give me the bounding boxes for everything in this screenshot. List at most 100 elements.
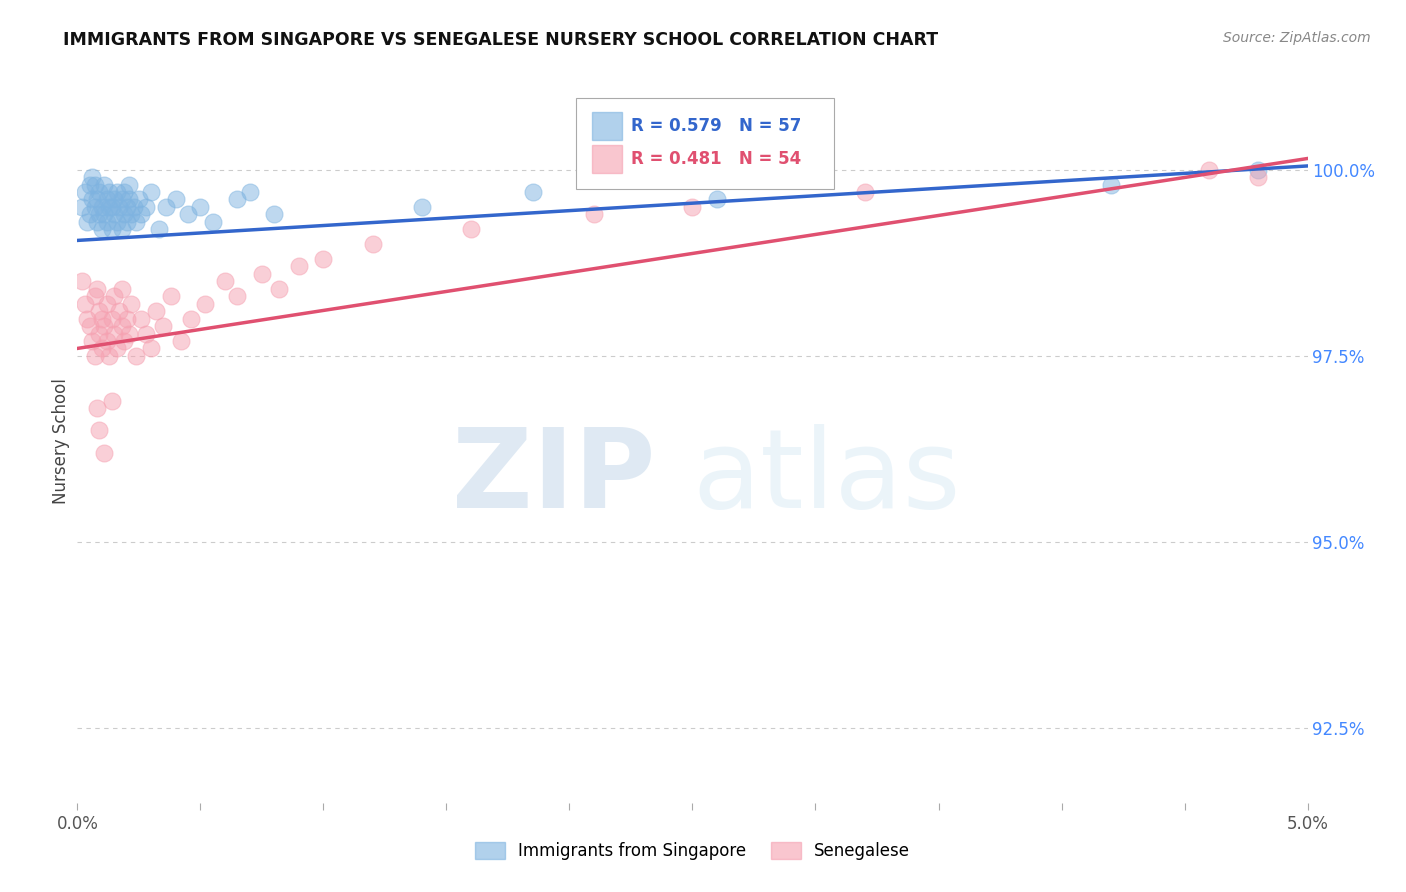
Point [82,193,104,207]
Point [122,200,145,214]
Point [79,207,101,221]
Point [98,200,121,214]
Point [103,289,125,303]
Point [177,207,200,221]
Point [98,349,121,363]
Point [121,297,143,311]
Point [76,215,98,229]
Point [79,319,101,334]
Point [239,185,262,199]
FancyBboxPatch shape [592,145,623,173]
Point [103,207,125,221]
Point [96,334,118,348]
Point [90,342,114,356]
Point [131,207,153,221]
Point [148,222,170,236]
Point [288,260,311,274]
Point [152,319,174,334]
Point [111,222,132,236]
Point [70,274,93,288]
Point [112,185,135,199]
Point [79,178,101,192]
Point [226,289,249,303]
Point [155,200,177,214]
Point [201,215,224,229]
Point [131,311,153,326]
Point [111,193,132,207]
Point [83,349,105,363]
Point [160,289,183,303]
Point [1099,178,1122,192]
Point [89,304,111,318]
Text: IMMIGRANTS FROM SINGAPORE VS SENEGALESE NURSERY SCHOOL CORRELATION CHART: IMMIGRANTS FROM SINGAPORE VS SENEGALESE … [63,31,938,49]
Point [83,289,105,303]
Point [112,207,135,221]
Point [105,342,128,356]
Point [121,207,143,221]
Point [111,319,132,334]
Point [522,185,544,199]
Point [125,215,148,229]
Point [101,222,124,236]
Point [1247,170,1270,185]
Point [112,334,135,348]
Point [682,200,704,214]
Text: R = 0.481   N = 54: R = 0.481 N = 54 [631,150,801,168]
Point [115,200,138,214]
Point [105,215,128,229]
Point [90,200,114,214]
Text: Source: ZipAtlas.com: Source: ZipAtlas.com [1223,31,1371,45]
Point [73,297,96,311]
Point [83,200,105,214]
Legend: Immigrants from Singapore, Senegalese: Immigrants from Singapore, Senegalese [468,835,917,867]
Point [76,311,98,326]
Point [1247,162,1270,177]
Point [83,178,105,192]
Point [125,349,148,363]
Point [108,200,131,214]
Point [583,207,606,221]
Point [90,222,114,236]
Point [194,297,217,311]
Point [93,319,115,334]
Point [170,334,193,348]
Point [145,304,167,318]
Point [86,215,108,229]
Point [89,207,111,221]
Point [96,297,118,311]
Point [82,170,104,185]
Point [101,200,124,214]
Point [115,311,138,326]
Point [101,311,124,326]
Point [108,304,131,318]
Point [82,334,104,348]
Point [1198,162,1220,177]
Point [89,185,111,199]
Point [111,282,132,296]
FancyBboxPatch shape [592,112,623,139]
Point [105,185,128,199]
Point [141,342,163,356]
Point [269,282,291,296]
Point [96,193,118,207]
Point [141,185,163,199]
Point [226,193,249,207]
Point [90,311,114,326]
Point [250,267,273,281]
Point [706,193,728,207]
Point [312,252,335,266]
Point [98,185,121,199]
Point [188,200,212,214]
Y-axis label: Nursery School: Nursery School [52,378,70,505]
Point [118,178,141,192]
Point [93,446,115,460]
Point [86,282,108,296]
Text: atlas: atlas [693,425,960,531]
Point [135,326,157,341]
Point [70,200,93,214]
Point [86,193,108,207]
Point [853,185,876,199]
Point [214,274,236,288]
Point [118,193,141,207]
FancyBboxPatch shape [575,98,834,189]
